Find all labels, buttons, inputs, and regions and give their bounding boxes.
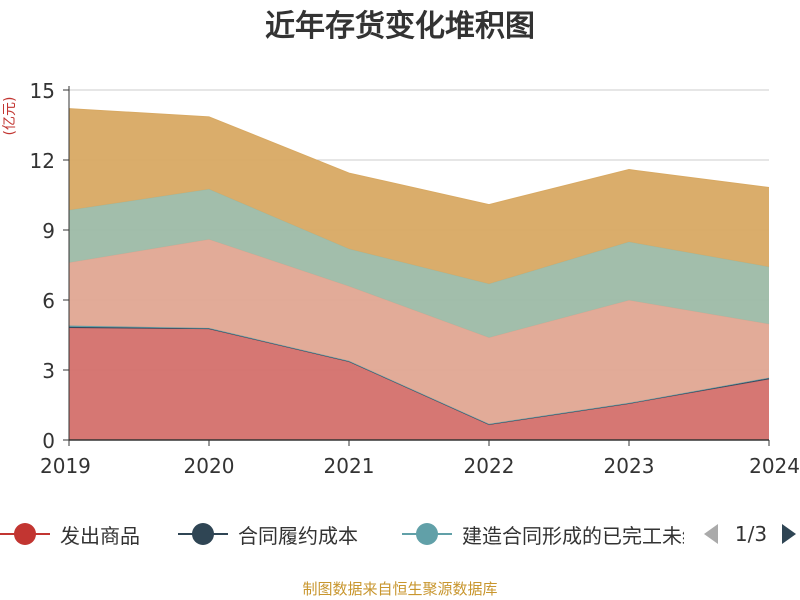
x-tick-label: 2024 xyxy=(749,454,800,478)
legend-marker xyxy=(178,523,228,545)
y-tick-label: 6 xyxy=(42,289,55,313)
y-tick-label: 0 xyxy=(42,429,55,453)
area-series-3 xyxy=(69,239,769,424)
y-tick-label: 9 xyxy=(42,219,55,243)
legend-marker xyxy=(0,523,50,545)
data-source-footer: 制图数据来自恒生聚源数据库 xyxy=(302,580,498,598)
legend-label: 建造合同形成的已完工未结算资产 xyxy=(462,523,684,548)
area-series-5 xyxy=(69,108,769,284)
x-tick-label: 2023 xyxy=(604,454,655,478)
stacked-area-chart: 近年存货变化堆积图 (亿元) 0 3 6 9 12 15 2019 2020 2021 2022 2… xyxy=(2,9,800,478)
legend-marker xyxy=(402,523,452,545)
legend-label: 合同履约成本 xyxy=(238,523,358,548)
legend-page-indicator: 1/3 xyxy=(734,522,768,546)
y-tick-label: 15 xyxy=(30,79,55,103)
legend: 发出商品 合同履约成本 建造合同形成的已完工未结算资产 1/3 xyxy=(0,514,800,554)
y-tick-label: 12 xyxy=(30,149,55,173)
area-series-line-5 xyxy=(68,108,770,206)
legend-label: 发出商品 xyxy=(60,523,140,548)
x-tick-label: 2022 xyxy=(464,454,515,478)
y-tick-label: 3 xyxy=(42,359,55,383)
legend-prev-page-icon[interactable] xyxy=(700,522,724,546)
x-tick-label: 2020 xyxy=(184,454,235,478)
legend-item-jianzao-hetong[interactable]: 建造合同形成的已完工未结算资产 xyxy=(402,514,684,554)
legend-item-fachu-shangpin[interactable]: 发出商品 xyxy=(0,514,140,554)
x-tick-label: 2019 xyxy=(40,454,91,478)
legend-item-hetong-lvyue-chengben[interactable]: 合同履约成本 xyxy=(178,514,358,554)
area-series-4 xyxy=(69,189,769,338)
chart-title: 近年存货变化堆积图 xyxy=(265,9,535,44)
x-tick-label: 2021 xyxy=(324,454,375,478)
legend-next-page-icon[interactable] xyxy=(776,522,800,546)
area-series-0 xyxy=(69,328,769,440)
y-axis-label: (亿元) xyxy=(2,97,18,136)
